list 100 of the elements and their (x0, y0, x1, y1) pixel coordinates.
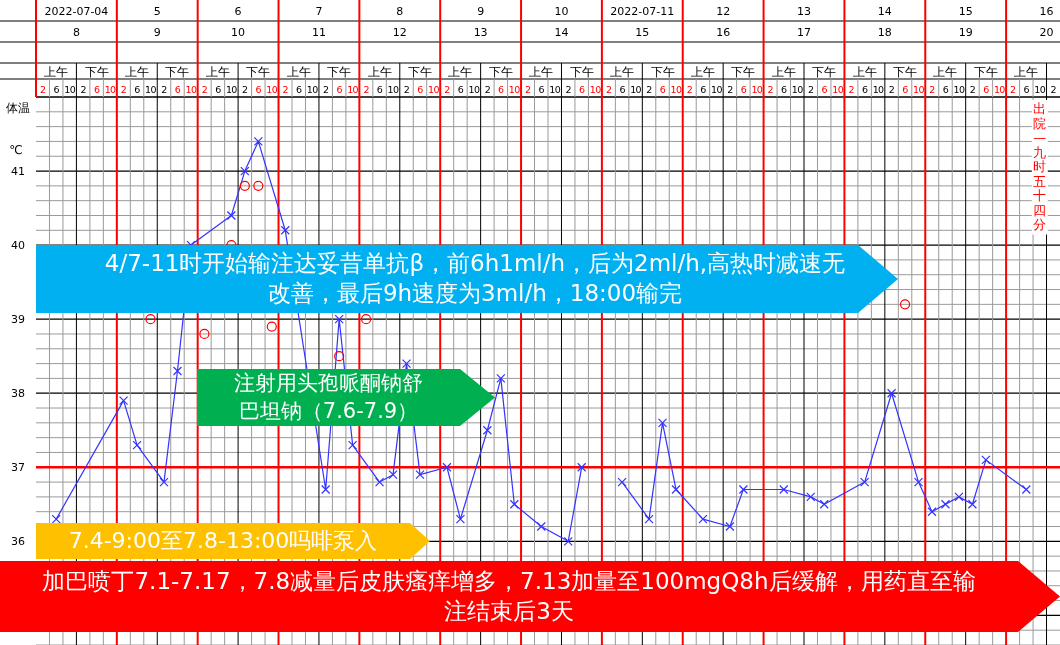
text: 18 (877, 26, 892, 39)
x-tick-label: 6 (376, 83, 383, 95)
text: 下午 (84, 65, 109, 79)
text: 上午 (690, 65, 715, 79)
y-tick-label: 36 (11, 535, 25, 549)
annotation: 注射用头孢哌酮钠舒巴坦钠（7.6-7.9） (233, 370, 424, 425)
x-tick-label: 6 (336, 83, 343, 95)
x-tick-label: 6 (53, 83, 60, 95)
x2-tick-label: 10 (554, 5, 569, 18)
x2-tick-label: 2022-07-04 (44, 5, 109, 18)
x-tick-label: 10 (428, 83, 440, 95)
text: 出院—九时五十四分 (1033, 101, 1047, 232)
text: 下午 (165, 65, 190, 79)
text: 20 (1039, 26, 1054, 39)
x-tick-label: 10 (508, 83, 521, 95)
text: 上午 (367, 65, 392, 79)
x-tick-label: 2 (848, 83, 855, 95)
text: 上午 (1014, 65, 1039, 79)
x-tick-label: 6 (659, 83, 666, 95)
x-tick-label: 6 (578, 83, 585, 95)
x-tick-label: 6 (902, 83, 909, 95)
x2-tick-label: 9 (477, 5, 485, 18)
x-tick-label: 6 (174, 83, 181, 95)
x2-tick-label: 16 (1039, 5, 1054, 18)
annotation: 7.4-9:00至7.8-13:00吗啡泵入 (68, 526, 378, 555)
x-tick-label: 2 (727, 83, 734, 95)
x-tick-label: 2 (969, 83, 976, 95)
x-tick-label: 6 (861, 83, 868, 95)
x-tick-label: 6 (1023, 83, 1030, 95)
y-tick-label: 40 (11, 238, 25, 252)
text: 上午 (286, 65, 311, 79)
text: 上午 (44, 65, 69, 79)
x-tick-label: 2 (646, 83, 653, 95)
x-tick-label: 10 (104, 83, 117, 95)
x-tick-label: 6 (983, 83, 990, 95)
x2-tick-label: 6 (234, 5, 242, 18)
text: 上午 (610, 65, 635, 79)
x-tick-label: 10 (64, 83, 76, 95)
x-tick-label: 6 (498, 83, 505, 95)
annotation: 4/7-11时开始输注达妥昔单抗β，前6h1ml/h，后为2ml/h,高热时减速无改善，最后9h速度为3ml/h，18:00输完 (103, 249, 847, 308)
x-tick-label: 2 (767, 83, 774, 95)
text: 下午 (327, 65, 352, 79)
x-tick-label: 2 (444, 83, 451, 95)
text: 下午 (893, 65, 918, 79)
x-tick-label: 2 (120, 83, 127, 95)
text: 14 (554, 26, 569, 39)
x2-tick-label: 5 (153, 5, 161, 18)
text: 17 (797, 26, 811, 39)
x-tick-label: 6 (457, 83, 464, 95)
text: 下午 (812, 65, 837, 79)
x-tick-label: 2 (525, 83, 532, 95)
x2-tick-label: 14 (877, 5, 892, 18)
x-tick-label: 10 (1034, 83, 1046, 95)
x-tick-label: 10 (266, 83, 278, 95)
y-tick-label: 37 (11, 461, 25, 475)
x-tick-label: 10 (225, 83, 238, 95)
x-tick-label: 10 (549, 83, 561, 95)
x-tick-label: 6 (93, 83, 100, 95)
x-tick-label: 10 (791, 83, 804, 95)
x-tick-label: 2 (201, 83, 208, 95)
text: 上午 (448, 65, 473, 79)
x-tick-label: 2 (484, 83, 491, 95)
x-tick-label: 10 (630, 83, 642, 95)
text: 上午 (125, 65, 150, 79)
y-tick-label: 38 (11, 387, 25, 401)
x-tick-label: 10 (710, 83, 723, 95)
text: 上午 (933, 65, 958, 79)
text: 11 (311, 26, 326, 39)
x-tick-label: 2 (403, 83, 410, 95)
x-tick-label: 2 (1010, 83, 1017, 95)
text: 下午 (246, 65, 271, 79)
x-tick-label: 10 (993, 83, 1006, 95)
x-tick-label: 2 (565, 83, 572, 95)
x-tick-label: 6 (215, 83, 222, 95)
x-tick-label: 2 (686, 83, 693, 95)
x-tick-label: 10 (589, 83, 602, 95)
x-tick-label: 10 (387, 83, 400, 95)
x-tick-label: 6 (619, 83, 626, 95)
x-tick-label: 10 (872, 83, 885, 95)
y-tick-label: 39 (11, 313, 25, 327)
x2-tick-label: 15 (958, 5, 973, 18)
x-tick-label: 2 (40, 83, 47, 95)
x2-tick-label: 2022-07-11 (610, 5, 675, 18)
x-tick-label: 2 (282, 83, 289, 95)
x-tick-label: 10 (145, 83, 157, 95)
x-tick-label: 10 (468, 83, 480, 95)
text: 19 (958, 26, 973, 39)
x-tick-label: 6 (538, 83, 545, 95)
x-tick-label: 6 (740, 83, 747, 95)
text: 15 (635, 26, 650, 39)
x-tick-label: 6 (781, 83, 788, 95)
x-tick-label: 6 (134, 83, 141, 95)
text: 下午 (973, 65, 998, 79)
text: 体温 ℃ (6, 101, 30, 157)
x-tick-label: 2 (808, 83, 815, 95)
text: 10 (231, 26, 246, 39)
text: 12 (392, 26, 407, 39)
text: 8 (72, 26, 80, 39)
text: 13 (473, 26, 488, 39)
annotation: 加巴喷丁7.1-7.17，7.8减量后皮肤瘙痒增多，7.13加量至100mgQ8h后缓解，用药直至输注结束后3天 (41, 566, 977, 626)
